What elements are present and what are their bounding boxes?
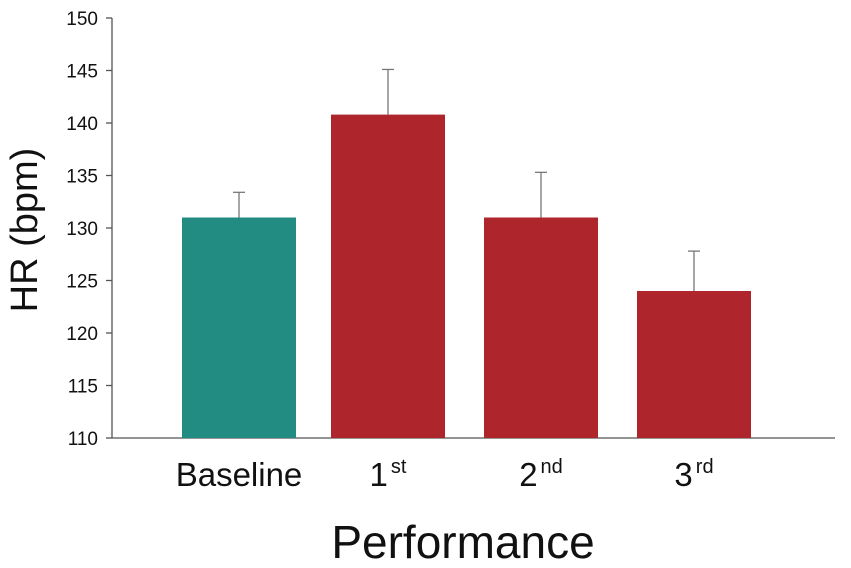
x-axis-title: Performance [331,516,594,568]
y-tick-label: 130 [66,219,98,240]
bar [484,217,598,438]
bar [637,291,751,438]
y-tick-label: 140 [66,114,98,135]
y-tick-label: 125 [66,272,98,293]
x-tick-label: Baseline [176,456,303,493]
y-tick-label: 150 [66,9,98,30]
y-axis-title: HR (bpm) [4,148,46,313]
y-tick-label: 135 [66,167,98,188]
error-bars [233,68,700,291]
bar [331,114,445,438]
bars [182,114,751,438]
y-tick-label: 120 [66,324,98,345]
y-ticks: 110 115 120 125 130 135 140 145 150 [66,9,112,450]
y-tick-label: 145 [66,62,98,83]
bar [182,217,296,438]
y-tick-label: 110 [68,429,98,450]
y-tick-label: 115 [68,377,98,398]
